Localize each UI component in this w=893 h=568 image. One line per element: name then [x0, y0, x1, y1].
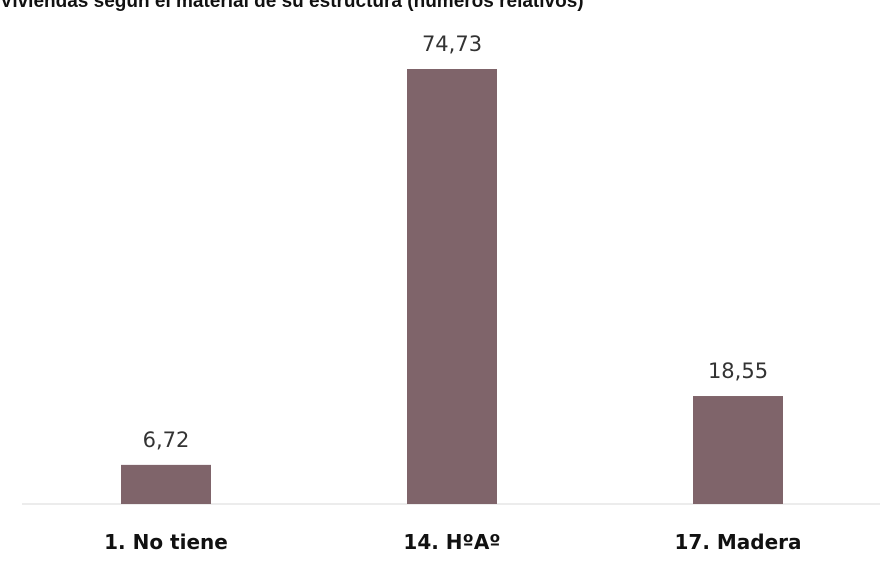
- bar-1: [121, 464, 211, 504]
- data-label-3: 18,55: [708, 359, 768, 383]
- category-label-2: 14. HºAº: [403, 530, 500, 554]
- data-label-2: 74,73: [422, 32, 482, 56]
- category-label-1: 1. No tiene: [104, 530, 228, 554]
- bar-3: [693, 396, 783, 504]
- category-label-3: 17. Madera: [674, 530, 801, 554]
- chart-title: Viviendas según el material de su estruc…: [0, 0, 584, 12]
- bar-2: [407, 69, 497, 504]
- data-label-1: 6,72: [143, 428, 190, 452]
